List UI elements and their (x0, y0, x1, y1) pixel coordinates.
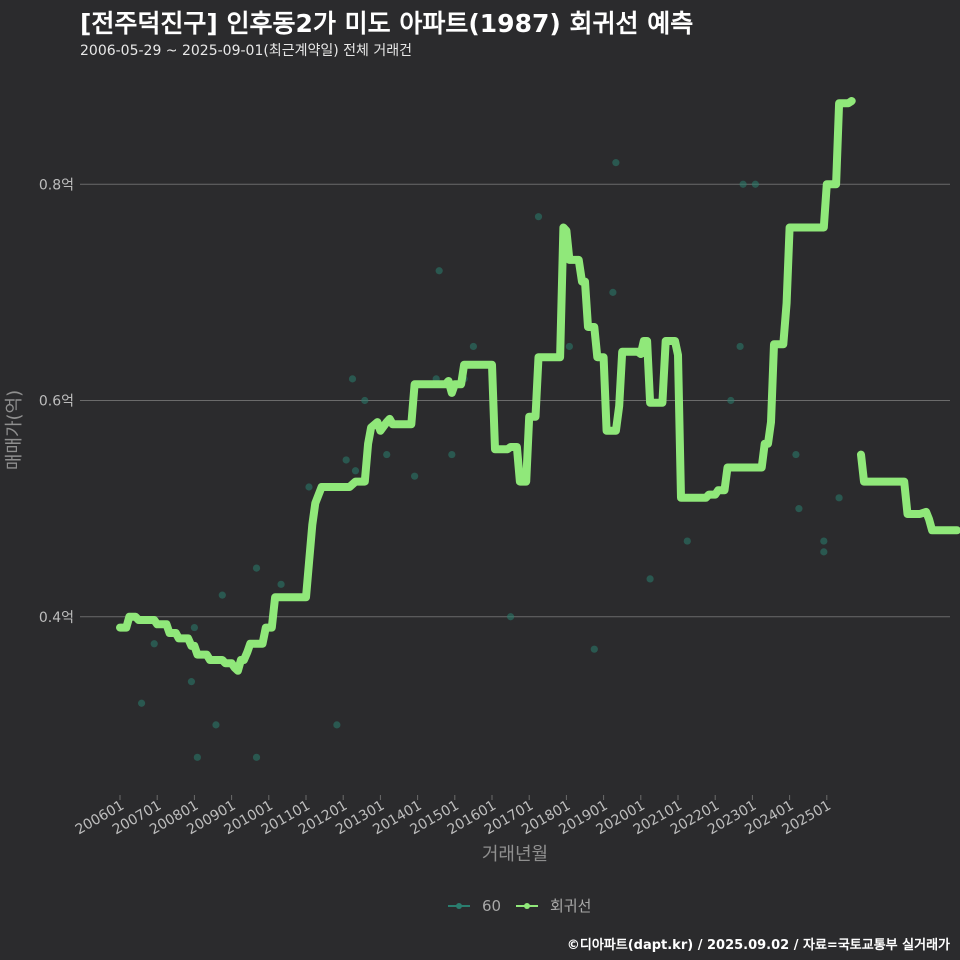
scatter-series-60 (137, 159, 843, 761)
scatter-point (820, 537, 828, 545)
scatter-point (435, 267, 443, 275)
scatter-point (348, 375, 357, 383)
legend-label: 회귀선 (550, 897, 591, 915)
scatter-point (187, 678, 196, 686)
scatter-point (795, 505, 803, 513)
y-axis-label: 매매가(억) (4, 390, 25, 470)
scatter-point (351, 467, 360, 475)
scatter-point (193, 753, 201, 761)
scatter-point (252, 564, 261, 572)
scatter-point (590, 645, 598, 653)
regression-line-segment-1 (857, 450, 960, 535)
scatter-point (683, 537, 691, 545)
scatter-point (612, 159, 620, 167)
scatter-point (534, 213, 543, 221)
scatter-point (218, 591, 226, 599)
legend-label: 60 (482, 897, 501, 915)
y-tick-label: 0.4억 (39, 610, 74, 626)
x-axis-ticks: 2006012007012008012009012010012011012012… (73, 795, 834, 838)
scatter-point (411, 472, 419, 480)
scatter-point (277, 580, 285, 588)
x-axis-label: 거래년월 (482, 844, 548, 865)
chart-subtitle: 2006-05-29 ~ 2025-09-01(최근계약일) 전체 거래건 (80, 43, 412, 59)
scatter-point (150, 640, 158, 648)
scatter-point (383, 450, 391, 459)
scatter-point (361, 396, 369, 405)
scatter-point (252, 753, 261, 761)
scatter-point (469, 342, 477, 351)
scatter-point (751, 180, 759, 188)
scatter-point (333, 721, 341, 729)
scatter-point (212, 721, 220, 729)
y-axis-ticks: 0.4억 0.6억 0.8억 (39, 177, 74, 626)
y-tick-label: 0.8억 (39, 177, 74, 193)
scatter-point (792, 450, 800, 459)
regression-line-series (116, 97, 960, 675)
scatter-point (190, 623, 198, 632)
scatter-point (820, 548, 828, 556)
legend: 60 회귀선 (448, 897, 591, 915)
legend-key-dot (524, 903, 530, 909)
scatter-point (305, 483, 313, 491)
scatter-point (137, 699, 146, 707)
regression-line-segment-0 (116, 97, 856, 675)
scatter-point (507, 613, 515, 621)
scatter-point (565, 342, 573, 351)
scatter-point (727, 396, 735, 405)
scatter-point (739, 180, 747, 188)
source-footer: ©디아파트(dapt.kr) / 2025.09.02 / 자료=국토교통부 실… (566, 938, 950, 953)
legend-key-dot (456, 903, 462, 909)
chart-title: [전주덕진구] 인후동2가 미도 아파트(1987) 회귀선 예측 (80, 9, 694, 38)
scatter-point (646, 575, 654, 583)
scatter-point (835, 494, 843, 502)
y-tick-label: 0.6억 (39, 394, 74, 410)
scatter-point (736, 342, 744, 351)
scatter-point (342, 456, 350, 464)
scatter-point (609, 288, 617, 296)
scatter-point (448, 450, 456, 459)
grid-lines (80, 183, 950, 618)
